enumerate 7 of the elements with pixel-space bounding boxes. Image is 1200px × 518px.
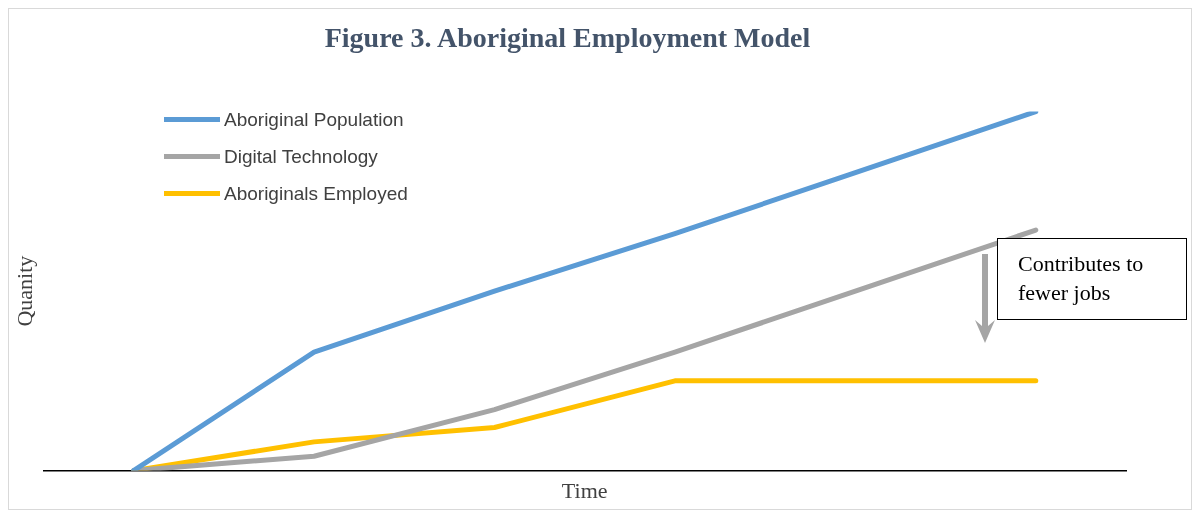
legend-label: Aboriginals Employed <box>224 182 408 205</box>
annotation: Contributes to fewer jobs <box>997 238 1187 320</box>
chart-title: Figure 3. Aboriginal Employment Model <box>324 22 811 54</box>
legend-label: Digital Technology <box>224 145 378 168</box>
legend-label: Aboriginal Population <box>224 108 404 131</box>
y-axis-title: Quanity <box>11 255 37 327</box>
x-axis-title: Time <box>561 477 608 503</box>
